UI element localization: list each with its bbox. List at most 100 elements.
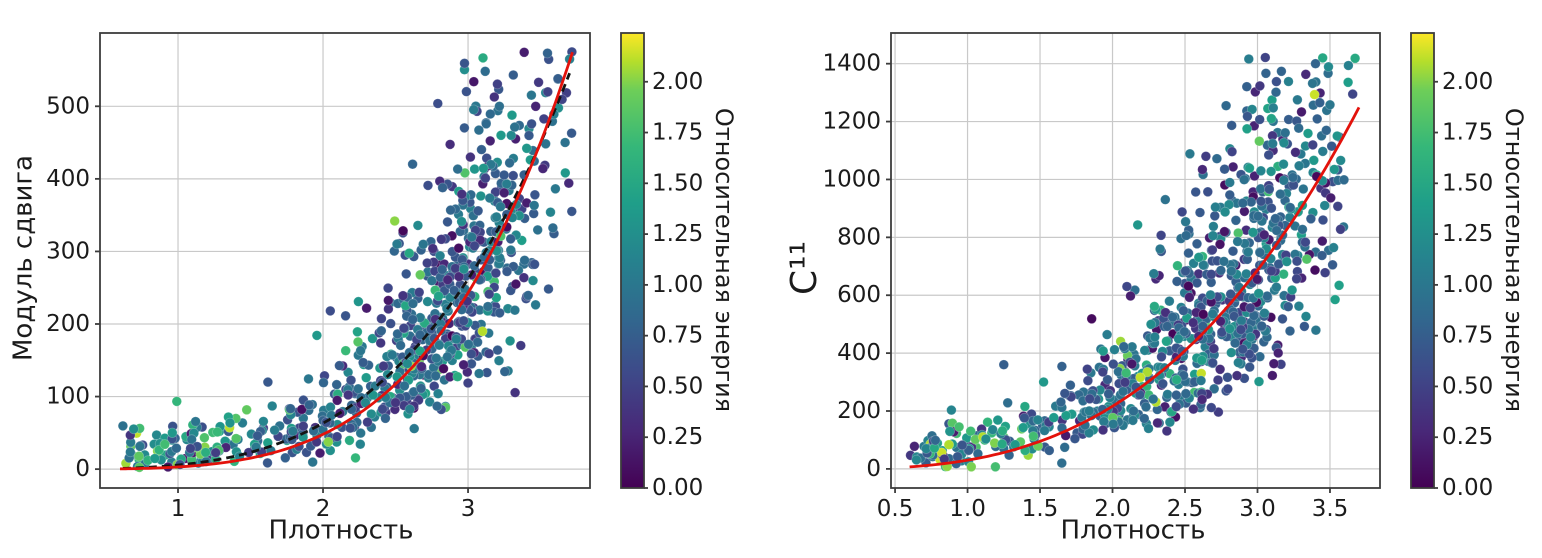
scatter-point [1161, 336, 1172, 347]
scatter-point [1207, 230, 1219, 241]
scatter-point [331, 379, 342, 390]
colorbar-tick-label: 0.50 [652, 373, 703, 399]
scatter-point [911, 454, 922, 466]
scatter-point [1191, 277, 1203, 289]
colorbar-tick-label: 0.25 [652, 424, 703, 450]
scatter-point [1160, 194, 1171, 205]
scatter-point [1018, 422, 1029, 433]
scatter-point [332, 395, 343, 406]
scatter-point [1205, 289, 1216, 301]
scatter-point [1082, 375, 1094, 386]
colorbar-tick-label: 2.00 [652, 69, 703, 95]
axis-ticks: 1 2 3 0 100 200 300 400 500 [46, 93, 475, 522]
scatter-point [1178, 305, 1189, 316]
scatter-point [521, 143, 532, 154]
colorbar-tick-label: 0.00 [1442, 475, 1493, 501]
scatter-point [418, 239, 429, 250]
scatter-point [527, 275, 539, 286]
scatter-point [1338, 174, 1350, 186]
scatter-point [1329, 294, 1341, 305]
scatter-point [1228, 311, 1240, 322]
scatter-point [491, 211, 502, 223]
scatter-point [515, 340, 527, 351]
scatter-point [1255, 165, 1267, 177]
scatter-point [478, 163, 489, 174]
scatter-point [509, 305, 521, 316]
scatter-point [159, 439, 171, 450]
scatter-point [481, 118, 492, 130]
scatter-point [519, 47, 530, 58]
scatter-point [433, 290, 444, 302]
scatter-point [452, 163, 463, 175]
axis-ticks: 0.5 1.0 1.5 2.0 2.5 3.0 3.5 0 200 400 600 800 1000 12… [822, 51, 1348, 522]
scatter-point [414, 287, 425, 298]
scatter-point [492, 78, 503, 90]
scatter-point [1317, 214, 1329, 226]
x-tick-label: 3.0 [1239, 496, 1276, 522]
scatter-point [1164, 296, 1175, 307]
scatter-point [477, 326, 488, 337]
scatter-point [1310, 58, 1321, 69]
scatter-point [1164, 417, 1176, 428]
scatter-point [378, 360, 389, 372]
scatter-point [361, 372, 372, 383]
colorbar-tick-label: 0.50 [1442, 373, 1493, 399]
y-tick-label: 200 [837, 398, 881, 424]
scatter-point [492, 344, 503, 356]
scatter-point [501, 266, 513, 277]
scatter-point [1139, 413, 1150, 424]
scatter-point [1084, 393, 1095, 405]
scatter-point [366, 408, 377, 420]
scatter-point [1301, 254, 1313, 265]
scatter-point [343, 389, 354, 401]
colorbar-tick-label: 1.25 [1442, 221, 1493, 247]
scatter-point [1140, 401, 1152, 413]
scatter-point [996, 438, 1008, 450]
scatter-point [529, 259, 540, 270]
scatter-point [432, 98, 444, 109]
scatter-point [504, 157, 515, 169]
scatter-point [990, 461, 1001, 473]
fit-curves [909, 106, 1361, 469]
scatter-point [537, 163, 549, 174]
scatter-point [1277, 313, 1288, 325]
scatter-point [1193, 252, 1205, 263]
scatter-point [391, 238, 403, 250]
scatter-point [452, 371, 463, 382]
scatter-point [1237, 344, 1248, 355]
colorbar-tick-label: 0.25 [1442, 424, 1493, 450]
scatter-point [563, 177, 575, 189]
scatter-point [1271, 76, 1282, 87]
scatter-point [1086, 313, 1097, 325]
scatter-point [1065, 380, 1076, 391]
scatter-point [1103, 388, 1114, 400]
scatter-point [1324, 99, 1336, 111]
scatter-point [519, 255, 530, 266]
scatter-point [224, 417, 236, 429]
scatter-point [442, 351, 453, 363]
scatter-point [1242, 246, 1254, 258]
scatter-point [505, 244, 517, 256]
scatter-point [483, 348, 495, 359]
scatter-point [1263, 149, 1274, 161]
scatter-point [311, 330, 323, 341]
scatter-point [1101, 329, 1113, 340]
scatter-point [1229, 337, 1241, 349]
scatter-point [1342, 77, 1354, 88]
scatter-point [1167, 311, 1178, 323]
scatter-point [133, 451, 145, 462]
scatter-point [1194, 207, 1206, 218]
scatter-point [982, 417, 993, 428]
left-x-axis-label: Плотность [269, 516, 414, 546]
scatter-point [466, 231, 478, 243]
scatter-point [992, 414, 1004, 426]
scatter-point [280, 452, 291, 464]
scatter-point [458, 359, 469, 371]
scatter-point [422, 296, 433, 307]
scatter-point [1249, 170, 1260, 182]
scatter-point [510, 278, 522, 290]
scatter-point [355, 427, 366, 439]
scatter-point [1179, 326, 1190, 337]
scatter-point [472, 337, 483, 348]
scatter-point [1260, 52, 1271, 63]
